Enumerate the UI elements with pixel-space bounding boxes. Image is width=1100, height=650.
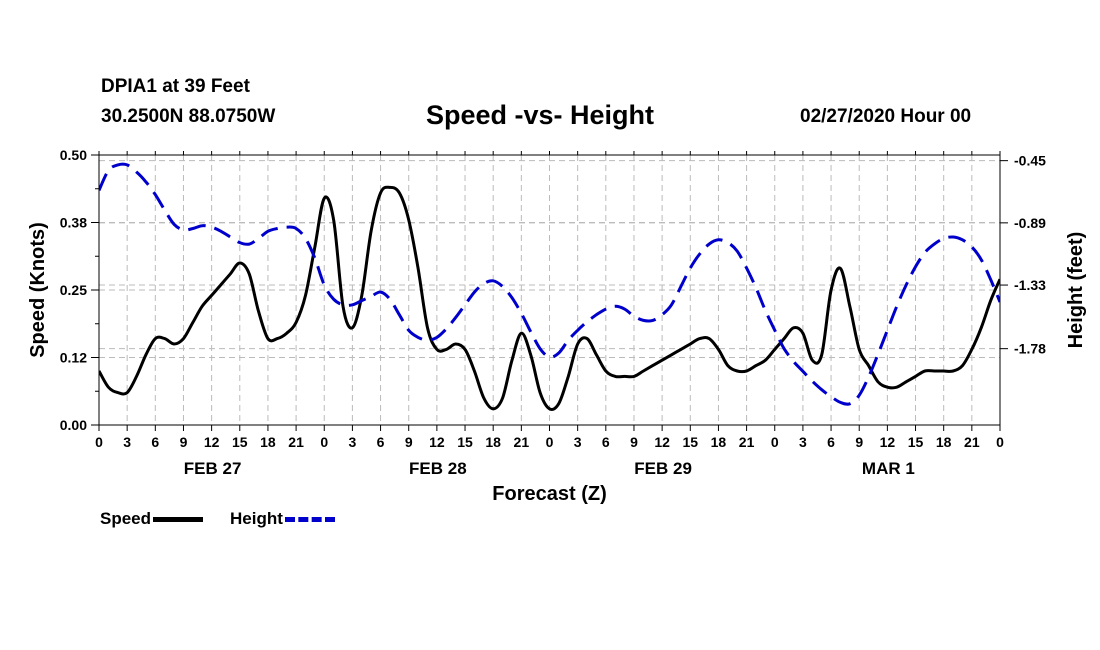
x-tick-label: 3 [799, 434, 807, 450]
day-label: FEB 28 [409, 459, 467, 478]
legend-speed: Speed [100, 509, 204, 529]
x-tick-label: 21 [514, 434, 530, 450]
x-tick-label: 3 [123, 434, 131, 450]
x-tick-label: 0 [95, 434, 103, 450]
x-tick-label: 12 [429, 434, 445, 450]
y-tick-label: 0.50 [60, 147, 87, 163]
x-tick-label: 15 [682, 434, 698, 450]
day-label: MAR 1 [862, 459, 915, 478]
x-tick-label: 12 [654, 434, 670, 450]
x-tick-label: 0 [546, 434, 554, 450]
y-tick-label: 0.38 [60, 215, 87, 231]
station-label: DPIA1 at 39 Feet [101, 76, 250, 97]
x-tick-label: 18 [260, 434, 276, 450]
y2-tick-label: -1.33 [1014, 277, 1046, 293]
y-tick-label: 0.00 [60, 417, 87, 433]
x-tick-label: 18 [711, 434, 727, 450]
grid-lines [99, 155, 1000, 425]
x-tick-label: 6 [377, 434, 385, 450]
legend-height-swatch [284, 517, 335, 523]
legend-height-label: Height [230, 509, 283, 528]
x-tick-label: 15 [232, 434, 248, 450]
x-tick-label: 12 [880, 434, 896, 450]
y2-tick-label: -0.89 [1014, 215, 1046, 231]
forecast-date-label: 02/27/2020 Hour 00 [800, 106, 972, 127]
legend-speed-swatch [153, 517, 204, 523]
x-tick-label: 9 [630, 434, 638, 450]
day-label: FEB 29 [634, 459, 692, 478]
x-tick-label: 18 [485, 434, 501, 450]
y-tick-label: 0.12 [60, 350, 87, 366]
x-tick-label: 9 [855, 434, 863, 450]
x-tick-label: 9 [405, 434, 413, 450]
series-group [99, 162, 1000, 411]
x-tick-label: 6 [151, 434, 159, 450]
legend-height: Height [230, 509, 335, 529]
x-tick-label: 15 [457, 434, 473, 450]
x-tick-label: 3 [574, 434, 582, 450]
x-tick-label: 18 [936, 434, 952, 450]
coordinates-label: 30.2500N 88.0750W [101, 106, 276, 127]
x-tick-label: 3 [349, 434, 357, 450]
x-tick-label: 15 [908, 434, 924, 450]
x-tick-label: 0 [320, 434, 328, 450]
series-line-speed [99, 185, 1000, 411]
x-tick-label: 9 [180, 434, 188, 450]
y-axis-label: Speed (Knots) [27, 222, 49, 358]
x-tick-label: 0 [996, 434, 1004, 450]
y-tick-label: 0.25 [60, 282, 87, 298]
x-axis-label: Forecast (Z) [492, 483, 606, 505]
legend-speed-label: Speed [100, 509, 152, 528]
x-tick-label: 21 [964, 434, 980, 450]
y2-tick-label: -1.78 [1014, 341, 1046, 357]
x-tick-label: 12 [204, 434, 220, 450]
x-tick-label: 0 [771, 434, 779, 450]
y2-tick-label: -0.45 [1014, 153, 1046, 169]
series-line-height [99, 162, 1000, 406]
tick-labels: 0 3 6 9 12 15 18 21 0 3 6 9 12 15 18 21 0 3 6 9 12 15 18 21 0 3 6 9… [60, 147, 1046, 478]
chart-title: Speed -vs- Height [426, 100, 655, 130]
day-label: FEB 27 [184, 459, 242, 478]
y2-axis-label: Height (feet) [1065, 232, 1087, 349]
x-tick-label: 21 [288, 434, 304, 450]
x-tick-label: 6 [602, 434, 610, 450]
x-tick-label: 21 [739, 434, 755, 450]
tick-marks [91, 151, 1008, 431]
x-tick-label: 6 [827, 434, 835, 450]
